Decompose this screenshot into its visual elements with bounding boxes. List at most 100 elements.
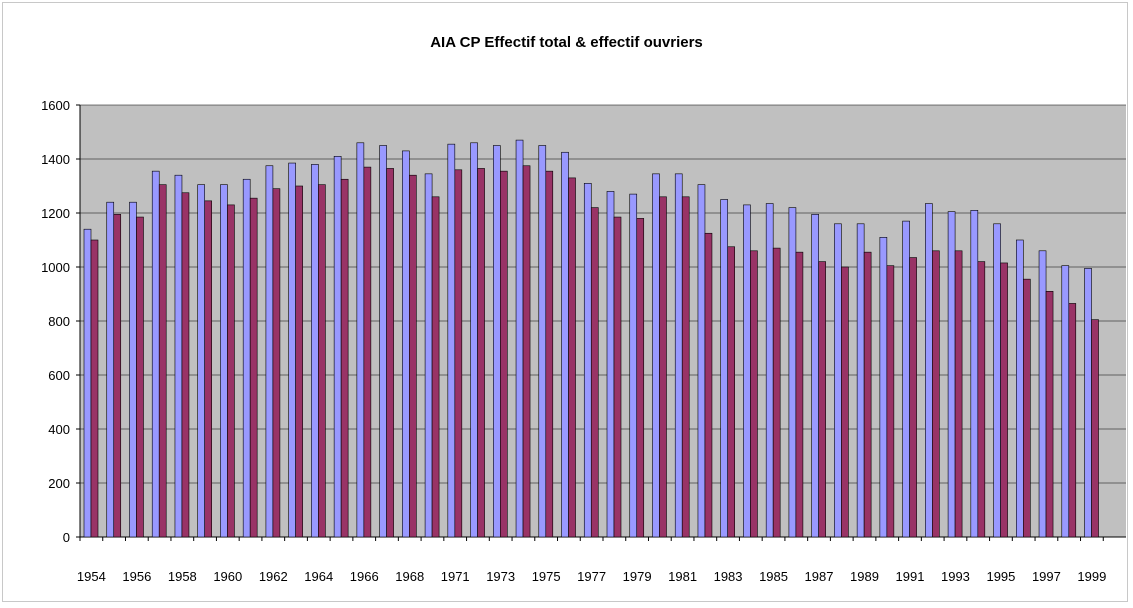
x-tick-label: 1960 <box>213 569 242 584</box>
y-tick-label: 200 <box>48 476 70 491</box>
bar-total <box>879 237 888 538</box>
bar-ouvriers <box>363 166 372 538</box>
bar-ouvriers <box>659 196 667 538</box>
bar-total <box>538 145 547 538</box>
x-tick-label: 1962 <box>259 569 288 584</box>
bar-total <box>925 203 933 538</box>
x-tick-label: 1968 <box>395 569 424 584</box>
bar-ouvriers <box>841 266 849 538</box>
bar-total <box>697 184 706 538</box>
x-tick-label: 1971 <box>441 569 470 584</box>
bar-total <box>856 223 865 538</box>
bar-total <box>743 204 751 538</box>
bar-ouvriers <box>772 247 781 538</box>
x-tick-label: 1983 <box>714 569 743 584</box>
bar-total <box>993 223 1001 538</box>
y-tick-label: 600 <box>48 368 70 383</box>
x-tick-label: 1954 <box>77 569 106 584</box>
bar-ouvriers <box>113 214 122 538</box>
bar-ouvriers <box>386 168 394 538</box>
bar-ouvriers <box>863 251 872 538</box>
x-tick-label: 1987 <box>805 569 834 584</box>
bar-total <box>288 162 296 538</box>
x-tick-label: 1956 <box>122 569 151 584</box>
bar-total <box>834 223 842 538</box>
bar-ouvriers <box>158 184 167 538</box>
bar-total <box>83 228 92 538</box>
chart-title: AIA CP Effectif total & effectif ouvrier… <box>430 34 703 51</box>
bar-total <box>788 207 797 538</box>
bar-ouvriers <box>545 170 554 538</box>
x-tick-label: 1958 <box>168 569 197 584</box>
bar-total <box>174 174 183 538</box>
bar-total <box>129 201 137 538</box>
bar-ouvriers <box>613 216 622 538</box>
x-tick-label: 1995 <box>986 569 1015 584</box>
bar-ouvriers <box>1068 303 1077 538</box>
bar-ouvriers <box>954 250 963 538</box>
bar-total <box>242 178 251 538</box>
bar-total <box>652 173 660 538</box>
bar-ouvriers <box>590 207 599 538</box>
x-tick-label: 1997 <box>1032 569 1061 584</box>
y-tick-label: 1200 <box>41 206 70 221</box>
bar-ouvriers <box>818 261 826 538</box>
bar-ouvriers <box>318 184 326 538</box>
x-tick-label: 1964 <box>304 569 333 584</box>
bar-total <box>583 183 592 538</box>
bar-total <box>1061 265 1070 538</box>
bar-total <box>197 184 205 538</box>
bar-total <box>902 220 910 538</box>
bar-ouvriers <box>750 250 758 538</box>
x-tick-label: 1989 <box>850 569 879 584</box>
x-tick-label: 1991 <box>896 569 925 584</box>
bar-ouvriers <box>340 178 349 538</box>
x-tick-label: 1979 <box>623 569 652 584</box>
bar-total <box>333 156 342 538</box>
x-tick-label: 1975 <box>532 569 561 584</box>
y-tick-label: 1000 <box>41 260 70 275</box>
bar-ouvriers <box>90 239 99 538</box>
bar-total <box>220 184 228 538</box>
bar-ouvriers <box>272 188 281 538</box>
bar-total <box>1084 268 1092 538</box>
bar-total <box>151 170 160 538</box>
bar-ouvriers <box>1000 262 1008 538</box>
bar-total <box>970 210 979 538</box>
bar-ouvriers <box>568 177 576 538</box>
bar-ouvriers <box>249 197 258 538</box>
bar-total <box>629 193 638 538</box>
x-tick-label: 1966 <box>350 569 379 584</box>
bar-total <box>356 142 365 538</box>
bar-ouvriers <box>181 192 190 538</box>
bar-total <box>515 139 524 538</box>
bar-ouvriers <box>1023 278 1031 538</box>
y-tick-label: 0 <box>63 530 70 545</box>
bar-total <box>311 164 319 538</box>
bar-total <box>424 173 433 538</box>
bar-ouvriers <box>477 168 485 538</box>
y-tick-label: 1400 <box>41 152 70 167</box>
bar-ouvriers <box>795 251 804 538</box>
bar-ouvriers <box>909 257 917 538</box>
bar-total <box>379 145 387 538</box>
x-tick-label: 1999 <box>1077 569 1106 584</box>
bar-total <box>561 151 569 538</box>
bar-total <box>1038 250 1047 538</box>
bar-total <box>606 191 615 538</box>
y-tick-label: 800 <box>48 314 70 329</box>
x-tick-label: 1981 <box>668 569 697 584</box>
y-tick-label: 400 <box>48 422 70 437</box>
bar-ouvriers <box>522 165 531 538</box>
x-tick-label: 1985 <box>759 569 788 584</box>
bar-total <box>765 203 774 538</box>
bar-ouvriers <box>136 216 144 538</box>
bar-ouvriers <box>500 170 508 538</box>
bar-total <box>106 201 115 538</box>
y-tick-label: 1600 <box>41 98 70 113</box>
bar-ouvriers <box>932 250 940 538</box>
bar-ouvriers <box>227 204 235 538</box>
bar-total <box>493 145 501 538</box>
bar-ouvriers <box>454 169 463 538</box>
